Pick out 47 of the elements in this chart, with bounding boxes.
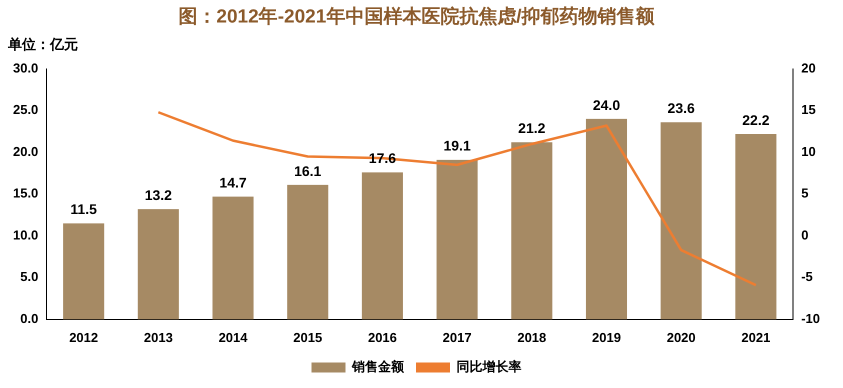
bar <box>511 142 552 320</box>
bar <box>138 209 179 320</box>
y2-tick-label: -10 <box>801 310 820 326</box>
data-label: 19.1 <box>443 138 471 154</box>
y-tick-label: 5.0 <box>20 269 38 284</box>
y-tick-label: 30.0 <box>12 60 38 76</box>
y2-tick-label: 15 <box>801 102 816 118</box>
y2-tick-label: -5 <box>801 269 813 284</box>
y-tick-label: 10.0 <box>12 227 38 242</box>
y2-tick-label: 0 <box>801 227 808 242</box>
bar <box>212 196 254 320</box>
bar <box>362 172 403 320</box>
x-tick-label: 2014 <box>218 330 248 345</box>
data-label: 22.2 <box>742 112 770 128</box>
legend-label: 同比增长率 <box>456 359 522 374</box>
y2-tick-label: 10 <box>801 144 816 159</box>
data-label: 14.7 <box>219 174 247 190</box>
y-tick-label: 15.0 <box>12 186 38 201</box>
x-tick-label: 2013 <box>144 330 173 345</box>
data-label: 24.0 <box>592 96 620 113</box>
y-tick-label: 20.0 <box>12 144 38 159</box>
y-tick-label: 25.0 <box>12 102 38 118</box>
x-tick-label: 2016 <box>368 330 397 345</box>
bar <box>586 118 628 320</box>
bar <box>660 122 702 320</box>
y-tick-label: 0.0 <box>20 310 38 326</box>
data-label: 23.6 <box>668 100 696 116</box>
data-label: 13.2 <box>144 186 172 203</box>
x-tick-label: 2017 <box>442 330 472 345</box>
bar <box>735 134 776 320</box>
bar <box>436 160 478 320</box>
y-axis-title: 单位：亿元 <box>7 36 78 52</box>
bar <box>63 223 104 320</box>
x-tick-label: 2019 <box>592 330 621 345</box>
data-label: 16.1 <box>294 162 322 179</box>
data-label: 11.5 <box>70 201 98 218</box>
x-tick-label: 2015 <box>293 330 322 345</box>
x-tick-label: 2020 <box>666 330 696 345</box>
chart-title: 图：2012年-2021年中国样本医院抗焦虑/抑郁药物销售额 <box>178 6 656 28</box>
x-tick-label: 2012 <box>69 330 98 345</box>
bar <box>287 184 328 320</box>
y2-tick-label: 5 <box>801 186 808 201</box>
legend-label: 销售金额 <box>351 359 405 374</box>
x-tick-label: 2018 <box>517 330 546 345</box>
data-label: 21.2 <box>518 120 546 136</box>
x-tick-label: 2021 <box>741 330 770 345</box>
y2-tick-label: 20 <box>801 60 816 76</box>
